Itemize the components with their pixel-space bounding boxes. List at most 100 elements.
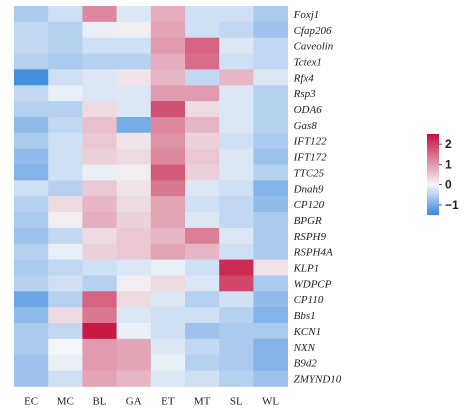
heatmap-cell-dnah9-bl (82, 180, 117, 197)
row-label-cp120: CP120 (294, 199, 325, 211)
heatmap-cell-rsph4a-mc (48, 243, 83, 260)
heatmap-cell-b9d2-et (150, 354, 186, 371)
heatmap-cell-caveolin-ec (14, 37, 49, 54)
heatmap-cell-klp1-sl (219, 259, 254, 276)
heatmap-cell-klp1-ec (14, 259, 49, 276)
heatmap-cell-rsp3-wl (253, 85, 288, 102)
heatmap-cell-cp110-mt (185, 291, 220, 308)
heatmap-cell-caveolin-wl (253, 37, 288, 54)
heatmap-cells (14, 6, 288, 387)
heatmap-cell-kcn1-ec (14, 323, 49, 340)
heatmap-cell-rsp3-mc (48, 85, 83, 102)
heatmap-cell-tctex1-bl (82, 53, 117, 70)
heatmap-cell-zmynd10-ga (116, 370, 152, 387)
heatmap-cell-rfx4-mt (185, 69, 220, 86)
heatmap-cell-gas8-sl (219, 116, 254, 134)
heatmap-cell-nxn-mt (185, 338, 220, 356)
heatmap-cell-rfx4-et (150, 69, 186, 86)
heatmap-cell-bbs1-mc (48, 307, 83, 324)
heatmap-cell-bbs1-ga (116, 307, 152, 324)
heatmap-cell-ift172-mt (185, 148, 220, 165)
legend-color-bar (427, 134, 439, 215)
heatmap-cell-ift172-sl (219, 148, 254, 165)
heatmap-cell-ttc25-mt (185, 164, 220, 181)
heatmap-cell-bbs1-et (150, 307, 186, 324)
heatmap-cell-bbs1-ec (14, 307, 49, 324)
heatmap-cell-wdpcp-mt (185, 275, 220, 292)
heatmap-cell-wdpcp-mc (48, 275, 83, 292)
heatmap-cell-ift122-et (150, 132, 186, 150)
heatmap-cell-nxn-sl (219, 338, 254, 356)
heatmap-cell-zmynd10-sl (219, 370, 254, 387)
heatmap-cell-gas8-ga (116, 116, 152, 134)
row-label-ttc25: TTC25 (294, 167, 325, 179)
row-label-klp1: KLP1 (293, 263, 320, 275)
row-label-kcn1: KCN1 (293, 326, 322, 338)
row-label-cfap206: Cfap206 (294, 25, 332, 37)
heatmap-cell-foxj1-ec (14, 6, 49, 23)
heatmap-cell-cfap206-mc (48, 21, 83, 39)
heatmap-cell-kcn1-sl (219, 323, 254, 340)
heatmap-cell-dnah9-et (150, 180, 186, 197)
heatmap-cell-rsp3-mt (185, 85, 220, 102)
heatmap-cell-ttc25-mc (48, 164, 83, 181)
row-label-oda6: ODA6 (294, 104, 323, 116)
heatmap-cell-klp1-mc (48, 259, 83, 276)
row-label-rsp3: Rsp3 (293, 88, 317, 100)
heatmap-cell-ift172-et (150, 148, 186, 165)
heatmap-cell-cfap206-et (150, 21, 186, 39)
heatmap-cell-b9d2-wl (253, 354, 288, 371)
heatmap-cell-nxn-wl (253, 338, 288, 356)
heatmap-cell-rsph9-mt (185, 227, 220, 245)
heatmap-cell-rsph9-wl (253, 227, 288, 245)
heatmap-cell-oda6-et (150, 101, 186, 118)
heatmap-cell-tctex1-ec (14, 53, 49, 70)
heatmap-cell-cp110-sl (219, 291, 254, 308)
heatmap-cell-zmynd10-et (150, 370, 186, 387)
heatmap-cell-caveolin-et (150, 37, 186, 54)
heatmap-cell-gas8-ec (14, 116, 49, 134)
heatmap-cell-b9d2-mt (185, 354, 220, 371)
heatmap-cell-bpgr-ec (14, 212, 49, 229)
heatmap-cell-caveolin-sl (219, 37, 254, 54)
color-legend: 2 1 0 −1 (427, 134, 459, 215)
heatmap-cell-rsph9-ec (14, 227, 49, 245)
heatmap-cell-rfx4-bl (82, 69, 117, 86)
heatmap-cell-kcn1-mc (48, 323, 83, 340)
heatmap-cell-gas8-et (150, 116, 186, 134)
heatmap-cell-rsp3-et (150, 85, 186, 102)
heatmap-cell-bbs1-bl (82, 307, 117, 324)
heatmap-cell-cp120-wl (253, 196, 288, 213)
heatmap-cell-foxj1-mc (48, 6, 83, 23)
heatmap-cell-oda6-mt (185, 101, 220, 118)
heatmap-cell-cfap206-sl (219, 21, 254, 39)
heatmap-cell-oda6-bl (82, 101, 117, 118)
heatmap-cell-ttc25-ga (116, 164, 152, 181)
row-label-caveolin: Caveolin (294, 41, 334, 53)
column-label-ec: EC (24, 395, 38, 407)
heatmap-cell-rsph4a-wl (253, 243, 288, 260)
heatmap-cell-wdpcp-bl (82, 275, 117, 292)
heatmap-cell-ttc25-wl (253, 164, 288, 181)
heatmap-cell-zmynd10-bl (82, 370, 117, 387)
heatmap-cell-foxj1-bl (82, 6, 117, 23)
heatmap-cell-rsp3-bl (82, 85, 117, 102)
heatmap-cell-rsph9-ga (116, 227, 152, 245)
row-label-cp110: CP110 (294, 294, 324, 306)
row-label-gas8: Gas8 (294, 120, 318, 132)
heatmap-cell-oda6-wl (253, 101, 288, 118)
heatmap-cell-caveolin-bl (82, 37, 117, 54)
column-label-wl: WL (262, 395, 279, 407)
row-label-foxj1: Foxj1 (293, 9, 320, 21)
heatmap-cell-zmynd10-mc (48, 370, 83, 387)
heatmap-cell-cfap206-bl (82, 21, 117, 39)
heatmap-cell-cp110-wl (253, 291, 288, 308)
heatmap-cell-bbs1-mt (185, 307, 220, 324)
heatmap-cell-gas8-bl (82, 116, 117, 134)
row-label-bpgr: BPGR (294, 215, 322, 227)
heatmap-cell-cfap206-ec (14, 21, 49, 39)
legend-tick-label: 0 (445, 178, 452, 192)
heatmap-cell-dnah9-ec (14, 180, 49, 197)
row-label-tctex1: Tctex1 (294, 56, 322, 68)
heatmap-cell-cp120-ga (116, 196, 152, 213)
